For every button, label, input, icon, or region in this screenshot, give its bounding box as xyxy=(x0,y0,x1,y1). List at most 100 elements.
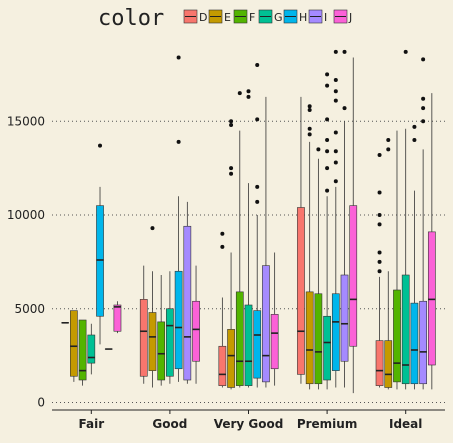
box xyxy=(157,321,166,381)
box xyxy=(297,207,305,375)
legend-item: E xyxy=(208,9,231,24)
box xyxy=(227,329,235,388)
box xyxy=(183,225,192,381)
outlier-point xyxy=(342,49,347,54)
x-tick-label: Fair xyxy=(78,417,104,431)
legend-label: H xyxy=(299,11,307,24)
category-group xyxy=(61,143,122,386)
outlier-point xyxy=(150,226,155,231)
box xyxy=(166,308,174,377)
outlier-point xyxy=(246,94,251,99)
outlier-point xyxy=(176,55,181,60)
legend-label: E xyxy=(224,11,231,24)
outlier-point xyxy=(325,138,330,142)
outlier-point xyxy=(325,149,330,154)
legend-label: F xyxy=(249,11,255,24)
outlier-point xyxy=(377,222,382,227)
outlier-point xyxy=(255,184,260,189)
box xyxy=(410,302,419,385)
category-group xyxy=(375,49,436,390)
outlier-point xyxy=(255,199,260,204)
outlier-point xyxy=(325,188,330,193)
y-axis: 0 5000 10000 15000 xyxy=(7,114,45,409)
outlier-point xyxy=(333,49,338,54)
outlier-point xyxy=(386,138,391,142)
outlier-point xyxy=(220,231,225,236)
outlier-point xyxy=(229,166,234,171)
box xyxy=(375,340,384,386)
box xyxy=(305,291,314,385)
box xyxy=(384,340,393,388)
outlier-point xyxy=(255,117,260,122)
box xyxy=(323,315,331,381)
outlier-point xyxy=(403,49,408,54)
category-group xyxy=(297,49,358,394)
y-tick-label: 15000 xyxy=(7,114,45,128)
outlier-point xyxy=(333,130,338,135)
y-tick-label: 10000 xyxy=(7,208,45,222)
box xyxy=(139,299,148,377)
box xyxy=(235,291,244,386)
outlier-point xyxy=(377,269,382,274)
outlier-point xyxy=(255,63,260,67)
outlier-point xyxy=(333,89,338,94)
outlier-point xyxy=(176,139,181,144)
outlier-point xyxy=(377,153,382,157)
legend-label: J xyxy=(348,11,352,24)
legend-title: color xyxy=(98,6,164,31)
x-tick-label: Good xyxy=(152,417,187,431)
outlier-point xyxy=(229,119,234,124)
outlier-point xyxy=(229,171,234,176)
legend-label: I xyxy=(324,11,327,24)
outlier-point xyxy=(316,147,321,152)
outlier-point xyxy=(237,91,242,96)
box xyxy=(401,274,410,385)
y-tick-label: 5000 xyxy=(14,302,45,316)
category-group xyxy=(139,55,200,388)
box xyxy=(331,293,340,371)
box xyxy=(262,265,270,383)
legend-item: H xyxy=(283,9,307,24)
box xyxy=(340,274,349,362)
outlier-point xyxy=(246,89,251,94)
outlier-point xyxy=(98,143,103,148)
box xyxy=(349,205,358,347)
outlier-point xyxy=(421,119,426,124)
outlier-point xyxy=(421,106,426,111)
outlier-point xyxy=(333,179,338,184)
box xyxy=(96,205,104,317)
legend-item: F xyxy=(233,9,255,24)
box xyxy=(113,304,122,332)
box xyxy=(314,293,323,385)
outlier-point xyxy=(333,78,338,82)
outlier-point xyxy=(377,190,382,195)
box xyxy=(218,345,227,386)
legend: color D E F G H I J xyxy=(98,6,352,31)
outlier-point xyxy=(377,250,382,255)
outlier-point xyxy=(377,213,382,217)
outlier-point xyxy=(220,244,225,249)
outlier-point xyxy=(333,149,338,154)
box xyxy=(174,270,183,370)
category-group xyxy=(218,63,279,390)
box xyxy=(192,300,200,362)
outlier-point xyxy=(229,123,234,127)
box xyxy=(253,310,262,379)
legend-item: D xyxy=(183,9,207,24)
box xyxy=(78,319,87,381)
y-tick-label: 0 xyxy=(37,396,45,410)
box xyxy=(419,300,427,385)
outlier-point xyxy=(377,259,382,264)
box xyxy=(427,231,436,366)
legend-label: G xyxy=(274,11,283,24)
outlier-point xyxy=(421,96,426,101)
x-axis: Fair Good Very Good Premium Ideal xyxy=(52,409,445,431)
x-tick-label: Ideal xyxy=(389,417,422,431)
outlier-point xyxy=(307,126,312,131)
outlier-point xyxy=(325,83,330,88)
box xyxy=(393,289,401,383)
outlier-point xyxy=(333,98,338,103)
outlier-point xyxy=(412,124,417,129)
box xyxy=(244,304,253,386)
